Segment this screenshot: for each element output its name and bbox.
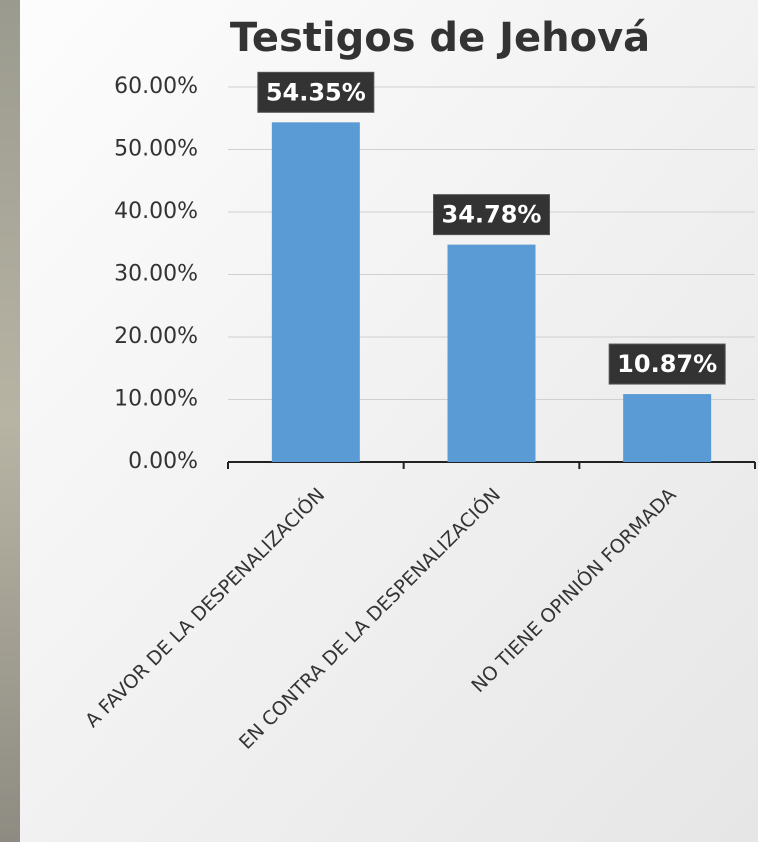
y-tick-label: 60.00%	[114, 74, 198, 99]
y-tick-label: 20.00%	[114, 324, 198, 349]
bar	[447, 244, 536, 462]
bar	[623, 394, 712, 462]
value-label: 10.87%	[617, 350, 717, 378]
value-label-box	[257, 71, 375, 113]
y-tick-label: 10.00%	[114, 387, 198, 412]
value-label: 34.78%	[442, 201, 542, 229]
y-tick-label: 0.00%	[128, 449, 198, 474]
y-tick-label: 50.00%	[114, 137, 198, 162]
chart-title: Testigos de Jehová	[230, 15, 650, 61]
y-tick-label: 40.00%	[114, 199, 198, 224]
left-strip	[0, 0, 20, 842]
y-tick-label: 30.00%	[114, 262, 198, 287]
bar	[271, 122, 360, 462]
value-label-box	[433, 194, 550, 236]
value-label: 54.35%	[266, 78, 366, 106]
value-label-box	[608, 343, 726, 385]
